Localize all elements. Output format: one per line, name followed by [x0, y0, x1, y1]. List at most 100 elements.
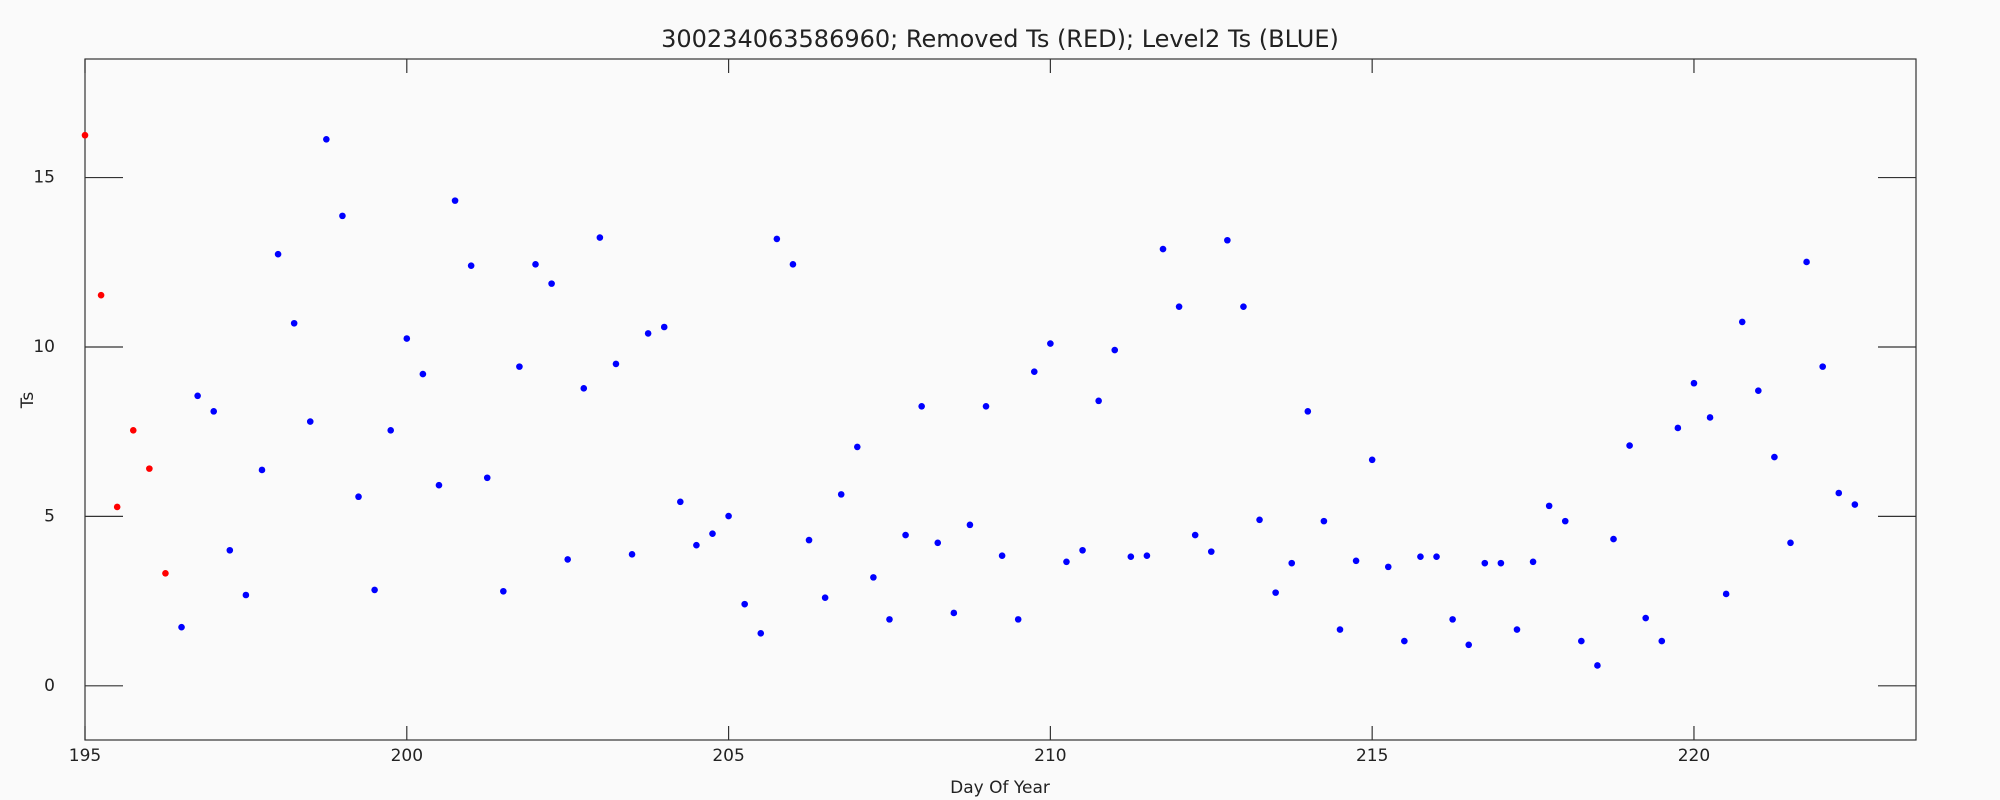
point: [1143, 552, 1151, 559]
point: [628, 551, 636, 558]
point: [355, 493, 362, 501]
y-axis-title: Ts: [18, 392, 38, 410]
point: [1224, 236, 1231, 244]
chart-title: 300234063586960; Removed Ts (RED); Level…: [661, 25, 1339, 53]
point: [854, 443, 861, 451]
point: [178, 623, 185, 631]
point: [290, 319, 298, 327]
point: [1803, 258, 1810, 266]
point: [403, 335, 411, 342]
point: [1771, 453, 1778, 461]
point: [1851, 501, 1859, 508]
point: [162, 570, 169, 577]
point: [1014, 616, 1022, 623]
point: [1127, 553, 1135, 561]
point: [1481, 559, 1489, 567]
x-tick-label: 200: [391, 746, 423, 766]
point: [1738, 318, 1746, 326]
point: [81, 131, 89, 139]
point: [1272, 589, 1279, 596]
point: [1529, 558, 1537, 566]
point: [564, 556, 571, 563]
point: [693, 541, 700, 549]
point: [419, 370, 427, 378]
point: [339, 212, 346, 220]
y-tick-label: 10: [33, 337, 55, 357]
point: [516, 363, 523, 370]
x-tick-label: 205: [712, 746, 744, 766]
point: [982, 402, 990, 410]
y-tick-label: 15: [33, 168, 55, 188]
point: [323, 135, 330, 143]
point: [1561, 517, 1569, 525]
point: [258, 466, 266, 474]
point: [1159, 245, 1167, 253]
point: [1256, 516, 1263, 524]
point: [870, 574, 877, 581]
point: [1690, 379, 1698, 387]
point: [821, 594, 829, 602]
point: [773, 235, 781, 243]
point: [1175, 303, 1183, 310]
point: [886, 616, 893, 623]
point: [500, 587, 507, 595]
point: [1819, 363, 1826, 370]
point: [660, 323, 668, 331]
point: [1674, 424, 1682, 432]
point: [1417, 553, 1424, 561]
point: [709, 530, 716, 537]
point: [741, 600, 748, 608]
point: [113, 503, 121, 511]
point: [580, 385, 588, 392]
point: [1626, 442, 1633, 449]
point: [483, 474, 491, 482]
point: [950, 609, 958, 617]
point: [1111, 346, 1119, 354]
point: [1063, 558, 1070, 566]
point: [194, 392, 201, 400]
point: [966, 521, 974, 529]
point: [387, 427, 395, 434]
point: [1578, 637, 1585, 645]
point: [1207, 548, 1215, 555]
point: [677, 498, 684, 506]
point: [1465, 641, 1473, 649]
point: [435, 481, 443, 489]
point: [371, 586, 378, 594]
point: [467, 262, 475, 269]
y-tick-label: 5: [44, 506, 55, 526]
point: [1658, 637, 1666, 645]
point: [1610, 535, 1617, 543]
point: [1079, 546, 1086, 554]
point: [1047, 340, 1054, 347]
point: [1352, 557, 1360, 565]
x-tick-label: 195: [69, 746, 101, 766]
point: [1095, 397, 1102, 405]
point: [129, 427, 137, 434]
y-tick-label: 0: [44, 676, 55, 696]
point: [1320, 517, 1328, 525]
point: [725, 512, 732, 520]
x-axis-title: Day Of Year: [950, 778, 1050, 798]
x-tick-label: 215: [1356, 746, 1388, 766]
point: [596, 234, 604, 241]
point: [210, 408, 218, 415]
point: [837, 491, 845, 498]
point: [1401, 637, 1408, 645]
point: [274, 250, 282, 258]
point: [1433, 553, 1440, 561]
point: [1030, 368, 1038, 376]
point: [998, 552, 1006, 559]
point: [902, 531, 909, 539]
point: [146, 465, 153, 472]
point: [934, 539, 942, 547]
point: [1449, 616, 1456, 623]
point: [532, 261, 539, 268]
point: [1787, 539, 1794, 547]
point: [1642, 614, 1649, 622]
point: [1304, 408, 1312, 415]
point: [1191, 531, 1199, 539]
point: [451, 197, 459, 204]
